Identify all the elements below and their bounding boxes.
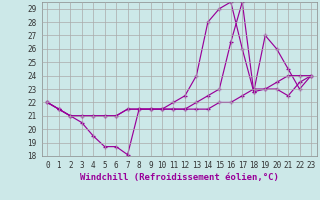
- X-axis label: Windchill (Refroidissement éolien,°C): Windchill (Refroidissement éolien,°C): [80, 173, 279, 182]
